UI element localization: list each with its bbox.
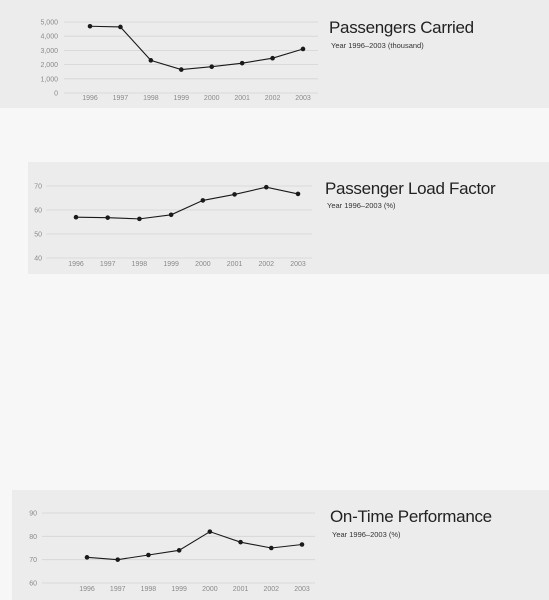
series-line: [86, 531, 303, 561]
x-tick-label: 2001: [233, 586, 249, 593]
y-tick-label: 4,000: [40, 34, 58, 41]
x-tick-label: 2003: [290, 261, 306, 268]
x-tick-label: 2002: [258, 261, 274, 268]
x-tick-label: 2003: [294, 586, 310, 593]
x-tick-label: 1998: [141, 586, 157, 593]
x-tick-label: 1997: [110, 586, 126, 593]
chart-subtitle: Year 1996–2003 (%): [332, 530, 401, 539]
x-tick-label: 2002: [263, 586, 279, 593]
x-tick-label: 2001: [227, 261, 243, 268]
on-time-performance-panel: [12, 490, 549, 600]
x-tick-label: 1997: [113, 95, 129, 102]
y-tick-label: 2,000: [40, 62, 58, 69]
x-tick-label: 2000: [195, 261, 211, 268]
data-point: [118, 24, 123, 30]
x-tick-label: 1996: [68, 261, 84, 268]
x-tick-label: 2001: [234, 95, 250, 102]
chart-title: On-Time Performance: [330, 507, 492, 526]
y-tick-label: 90: [29, 511, 37, 518]
passengers-carried-panel: [0, 0, 549, 108]
data-point: [105, 215, 111, 220]
x-tick-label: 1996: [79, 586, 95, 593]
data-point: [73, 214, 79, 220]
y-tick-label: 1,000: [40, 76, 58, 83]
data-point: [263, 184, 269, 190]
data-point: [84, 555, 90, 560]
series-line: [75, 186, 299, 220]
series-line: [89, 25, 304, 71]
y-tick-label: 70: [34, 184, 42, 191]
x-tick-label: 1998: [132, 261, 148, 268]
x-tick-label: 2002: [265, 95, 281, 102]
x-tick-label: 1999: [171, 586, 187, 593]
y-tick-label: 80: [29, 534, 37, 541]
x-tick-label: 1999: [163, 261, 179, 268]
data-point: [238, 539, 243, 545]
y-tick-label: 0: [54, 91, 58, 98]
data-point: [137, 216, 142, 222]
y-tick-label: 40: [34, 256, 42, 263]
x-tick-label: 2000: [204, 95, 220, 102]
x-tick-label: 1996: [82, 95, 98, 102]
data-point: [87, 23, 93, 29]
data-point: [200, 198, 206, 203]
data-point: [295, 191, 301, 197]
y-tick-label: 50: [34, 232, 42, 239]
chart-subtitle: Year 1996–2003 (%): [327, 201, 396, 210]
x-tick-label: 2000: [202, 586, 218, 593]
data-point: [300, 46, 306, 52]
data-point: [270, 55, 275, 61]
chart-title: Passengers Carried: [329, 18, 474, 37]
y-tick-label: 60: [29, 581, 37, 588]
data-point: [209, 64, 215, 70]
data-point: [178, 67, 184, 72]
chart-title: Passenger Load Factor: [325, 179, 496, 198]
data-point: [299, 542, 305, 547]
chart-subtitle: Year 1996–2003 (thousand): [331, 41, 424, 50]
data-point: [239, 60, 245, 66]
data-point: [115, 557, 121, 562]
y-tick-label: 3,000: [40, 48, 58, 55]
data-point: [168, 212, 174, 218]
x-tick-label: 1999: [173, 95, 189, 102]
data-point: [146, 552, 151, 558]
y-tick-label: 60: [34, 208, 42, 215]
y-tick-label: 70: [29, 557, 37, 564]
y-tick-label: 5,000: [40, 20, 58, 27]
data-point: [176, 548, 182, 553]
x-tick-label: 2003: [295, 95, 311, 102]
data-point: [232, 192, 237, 197]
x-tick-label: 1998: [143, 95, 159, 102]
x-tick-label: 1997: [100, 261, 116, 268]
data-point: [148, 58, 154, 63]
data-point: [207, 529, 213, 534]
data-point: [268, 545, 274, 551]
